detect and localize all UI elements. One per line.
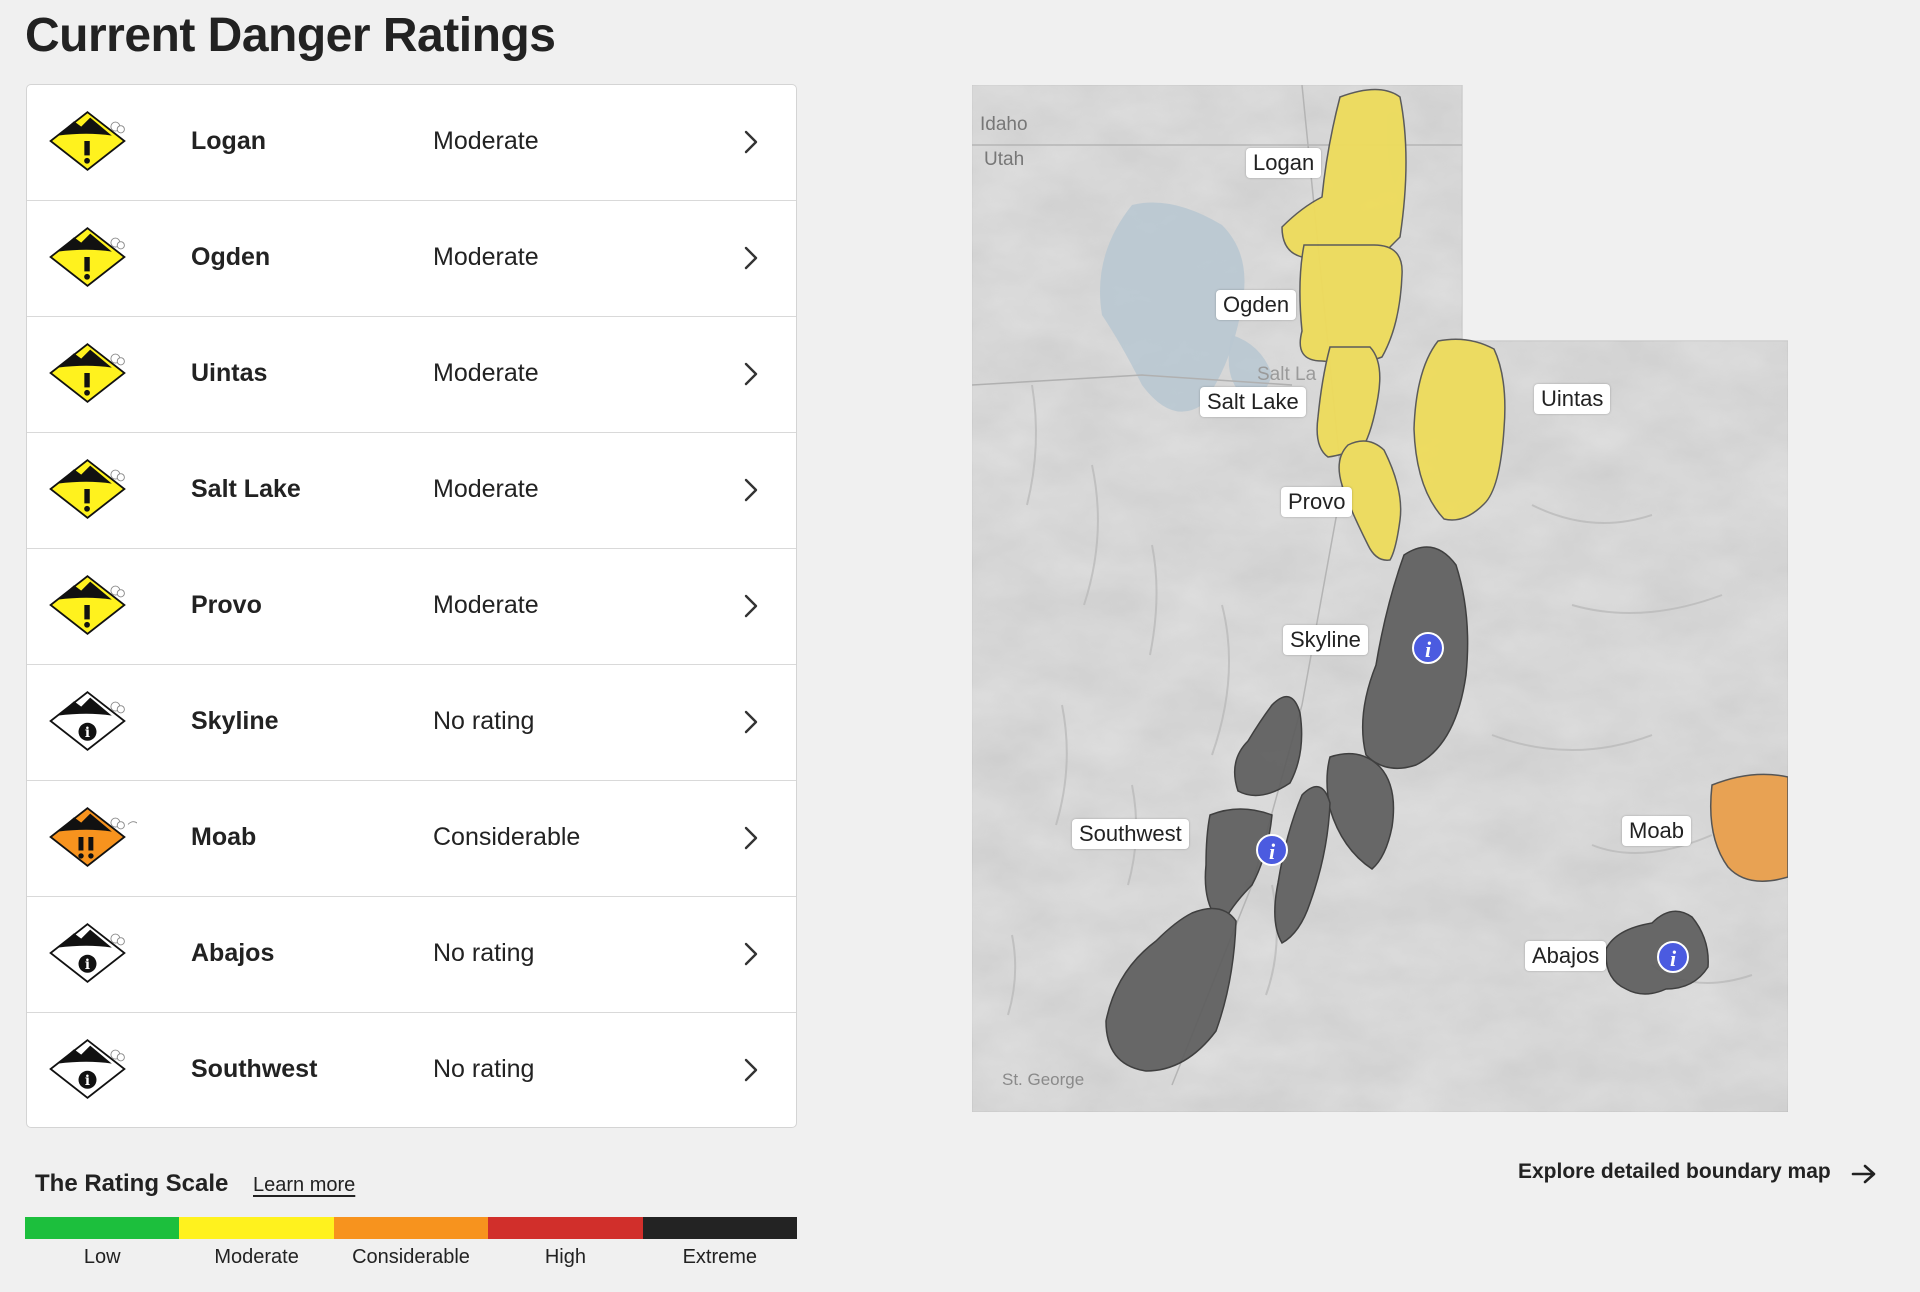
rating-row-salt-lake[interactable]: Salt Lake Moderate: [27, 433, 796, 549]
scale-label-high: High: [544, 1246, 586, 1268]
rating-row-skyline[interactable]: i Skyline No rating: [27, 665, 796, 781]
region-name: Logan: [191, 127, 266, 155]
map-region-label-moab[interactable]: Moab: [1622, 816, 1692, 846]
no-rating-info-icon: i: [49, 1039, 126, 1099]
region-name: Provo: [191, 591, 262, 619]
svg-text:i: i: [85, 957, 90, 973]
region-skyline: [1361, 546, 1469, 770]
region-name: Southwest: [191, 1055, 318, 1083]
chevron-right-icon[interactable]: [743, 245, 759, 271]
rating-row-ogden[interactable]: Ogden Moderate: [27, 201, 796, 317]
map-label-st-george: St. George: [1002, 1070, 1084, 1089]
scale-segment-low: [25, 1217, 180, 1239]
danger-ratings-list: Logan Moderate Ogden Moderate Uintas Moderate…: [26, 84, 797, 1128]
utah-map[interactable]: Idaho Utah St. George Salt La i: [971, 84, 1789, 1113]
no-rating-info-icon: i: [49, 691, 126, 751]
chevron-right-icon[interactable]: [743, 129, 759, 155]
learn-more-link[interactable]: Learn more: [253, 1174, 356, 1196]
region-name: Abajos: [191, 939, 275, 967]
explore-boundary-map-link[interactable]: Explore detailed boundary map: [1518, 1160, 1831, 1183]
no-rating-info-icon: i: [49, 923, 126, 983]
danger-rating: Moderate: [433, 359, 539, 387]
danger-moderate-icon: [49, 459, 126, 519]
danger-rating: No rating: [433, 1055, 535, 1083]
scale-label-moderate: Moderate: [214, 1246, 299, 1268]
info-marker-skyline[interactable]: i: [1412, 632, 1444, 664]
rating-row-uintas[interactable]: Uintas Moderate: [27, 317, 796, 433]
region-uintas: [1413, 338, 1506, 521]
rating-row-moab[interactable]: Moab Considerable: [27, 781, 796, 897]
scale-segment-high: [488, 1217, 643, 1239]
danger-rating: Moderate: [433, 243, 539, 271]
danger-rating: No rating: [433, 707, 535, 735]
region-name: Salt Lake: [191, 475, 301, 503]
page-title: Current Danger Ratings: [25, 9, 556, 62]
danger-rating: Moderate: [433, 127, 539, 155]
region-southwest-north: [1233, 696, 1303, 797]
map-region-label-skyline[interactable]: Skyline: [1283, 625, 1368, 655]
regions-map[interactable]: Idaho Utah St. George Salt La i: [971, 84, 1789, 1113]
map-region-label-provo[interactable]: Provo: [1281, 487, 1353, 517]
danger-moderate-icon: [49, 227, 126, 287]
svg-text:i: i: [1269, 839, 1276, 864]
region-name: Moab: [191, 823, 257, 851]
svg-text:i: i: [85, 1073, 90, 1089]
rating-scale-bar: [25, 1217, 798, 1239]
chevron-right-icon[interactable]: [743, 361, 759, 387]
map-region-label-southwest[interactable]: Southwest: [1072, 819, 1189, 849]
danger-rating: Moderate: [433, 475, 539, 503]
region-name: Ogden: [191, 243, 271, 271]
region-ogden: [1299, 244, 1403, 364]
danger-moderate-icon: [49, 111, 126, 171]
info-marker-abajos[interactable]: i: [1657, 941, 1689, 973]
rating-row-logan[interactable]: Logan Moderate: [27, 85, 796, 201]
great-salt-lake: [1100, 202, 1245, 412]
rating-row-abajos[interactable]: i Abajos No rating: [27, 897, 796, 1013]
scale-label-low: Low: [83, 1246, 121, 1268]
region-logan: [1281, 88, 1407, 258]
map-region-label-ogden[interactable]: Ogden: [1216, 290, 1297, 320]
map-region-label-logan[interactable]: Logan: [1246, 148, 1322, 178]
danger-moderate-icon: [49, 575, 126, 635]
region-southwest-mid: [1204, 808, 1273, 927]
scale-label-extreme: Extreme: [682, 1246, 758, 1268]
region-southwest-east: [1274, 786, 1331, 945]
region-southwest-south: [1105, 907, 1237, 1072]
map-region-label-uintas[interactable]: Uintas: [1534, 384, 1611, 414]
rating-scale-labels: Low Moderate Considerable High Extreme: [25, 1246, 797, 1269]
chevron-right-icon[interactable]: [743, 941, 759, 967]
scale-label-considerable: Considerable: [352, 1246, 470, 1268]
map-label-idaho: Idaho: [980, 114, 1028, 135]
map-label-utah: Utah: [984, 149, 1024, 170]
region-name: Skyline: [191, 707, 279, 735]
svg-text:i: i: [1425, 637, 1432, 662]
danger-rating: Moderate: [433, 591, 539, 619]
rating-row-provo[interactable]: Provo Moderate: [27, 549, 796, 665]
scale-segment-extreme: [642, 1217, 798, 1239]
svg-text:i: i: [1670, 946, 1677, 971]
map-region-label-salt-lake[interactable]: Salt Lake: [1200, 387, 1306, 417]
danger-moderate-icon: [49, 343, 126, 403]
rating-row-southwest[interactable]: i Southwest No rating: [27, 1013, 796, 1127]
map-region-label-abajos[interactable]: Abajos: [1525, 941, 1607, 971]
arrow-right-icon[interactable]: [1851, 1163, 1877, 1185]
chevron-right-icon[interactable]: [743, 593, 759, 619]
chevron-right-icon[interactable]: [743, 477, 759, 503]
danger-rating: Considerable: [433, 823, 581, 851]
region-provo: [1338, 440, 1402, 561]
map-label-salt-lake-city: Salt La: [1257, 364, 1317, 385]
danger-considerable-icon: [49, 807, 137, 867]
chevron-right-icon[interactable]: [743, 709, 759, 735]
chevron-right-icon[interactable]: [743, 1057, 759, 1083]
danger-rating: No rating: [433, 939, 535, 967]
chevron-right-icon[interactable]: [743, 825, 759, 851]
rating-scale-title: The Rating Scale: [35, 1170, 229, 1197]
scale-segment-moderate: [179, 1217, 334, 1239]
info-marker-southwest[interactable]: i: [1256, 834, 1288, 866]
region-name: Uintas: [191, 359, 268, 387]
svg-text:i: i: [85, 725, 90, 741]
region-moab: [1709, 773, 1789, 882]
scale-segment-considerable: [333, 1217, 489, 1239]
